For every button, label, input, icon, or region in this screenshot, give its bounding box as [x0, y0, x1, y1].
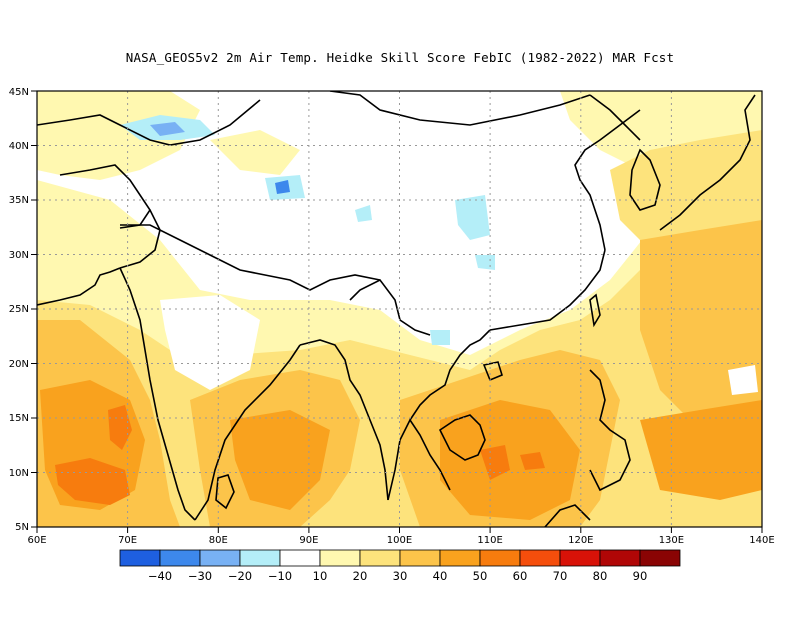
lat-label-45n: 45N	[9, 87, 29, 98]
skill-contour-50-india-west	[108, 405, 132, 450]
skill-contour-50-arabian	[55, 458, 130, 505]
coastline-malay-peninsula	[387, 418, 451, 501]
lon-label-140e: 140E	[749, 535, 774, 546]
border-himalaya	[120, 224, 381, 291]
lat-label-25n: 25N	[9, 304, 29, 315]
border-china-north-east	[589, 94, 641, 141]
lat-label-30n: 30N	[9, 250, 29, 261]
lon-label-120e: 120E	[568, 535, 593, 546]
coastline-korea	[629, 148, 661, 211]
colorbar-swatch	[519, 549, 561, 567]
skill-contour-white-ph	[728, 365, 758, 395]
lon-label-100e: 100E	[387, 535, 412, 546]
skill-contour-20-japan	[610, 130, 762, 250]
colorbar-swatch	[199, 549, 241, 567]
colorbar-swatch	[639, 549, 681, 567]
skill-contour-40-pacific	[640, 400, 762, 500]
border-afghanistan	[59, 164, 151, 229]
lon-labels: 60E 70E 80E 90E 100E 110E 120E 130E 140E	[27, 535, 774, 546]
colorbar-label: −20	[228, 569, 252, 583]
colorbar-label: 90	[633, 569, 648, 583]
lon-label-130e: 130E	[659, 535, 684, 546]
coastline-china-east	[574, 109, 641, 251]
lon-label-80e: 80E	[209, 535, 228, 546]
skill-contour-neg10-laos	[430, 330, 450, 345]
border-mongolia	[329, 91, 591, 126]
colorbar-swatch	[439, 549, 481, 567]
colorbar-label: 10	[313, 569, 328, 583]
colorbar-label: −40	[148, 569, 172, 583]
colorbar-swatch	[279, 549, 321, 567]
lon-label-110e: 110E	[477, 535, 502, 546]
colorbar-label: 40	[433, 569, 448, 583]
border-central-asia	[37, 99, 261, 146]
skill-contour-neg10-south	[475, 255, 495, 270]
lon-label-70e: 70E	[118, 535, 137, 546]
coastline-philippines	[589, 369, 631, 492]
skill-contour-40-bay	[230, 410, 330, 510]
colorbar-label: 60	[513, 569, 528, 583]
skill-contour-neg10-central	[455, 195, 490, 240]
colorbar-swatch	[319, 549, 361, 567]
lat-label-40n: 40N	[9, 141, 29, 152]
colorbar-label: −30	[188, 569, 212, 583]
colorbar-swatch	[599, 549, 641, 567]
border-pakistan-india	[119, 209, 161, 269]
grid	[37, 91, 762, 527]
lat-label-20n: 20N	[9, 359, 29, 370]
coastline-indochina-south	[438, 414, 486, 461]
coastline-srilanka	[215, 474, 235, 510]
skill-contour-50-scs	[480, 445, 510, 480]
lat-label-35n: 35N	[9, 195, 29, 206]
skill-contour-50-scs2	[520, 452, 545, 470]
border-myanmar-china	[349, 278, 431, 336]
chart-title: NASA_GEOS5v2 2m Air Temp. Heidke Skill S…	[125, 50, 675, 65]
coastline-china-south	[489, 249, 606, 331]
skill-contour-40-scs	[440, 400, 580, 520]
colorbar-swatch	[359, 549, 401, 567]
coastline-arabia-pakistan	[37, 267, 121, 306]
colorbar-swatch	[399, 549, 441, 567]
skill-contour-neg10-tibet2	[355, 205, 372, 222]
colorbar-swatch	[479, 549, 521, 567]
colorbar-label: 20	[353, 569, 368, 583]
lon-label-90e: 90E	[299, 535, 318, 546]
colorbar-label: 70	[553, 569, 568, 583]
coastline-borneo	[544, 504, 591, 527]
colorbar-label: −10	[268, 569, 292, 583]
lat-label-10n: 10N	[9, 468, 29, 479]
colorbar: −40 −30 −20 −10 10 20 30 40 50 60 70 80 90	[119, 549, 681, 583]
lat-labels: 5N 10N 15N 20N 25N 30N 35N 40N 45N	[9, 87, 29, 533]
lat-label-5n: 5N	[15, 522, 29, 533]
coastline-bangladesh-myanmar	[299, 339, 389, 501]
colorbar-swatch	[559, 549, 601, 567]
colorbar-label: 80	[593, 569, 608, 583]
coastline-india-east	[194, 344, 301, 521]
coastlines	[37, 91, 756, 527]
tick-marks	[31, 90, 763, 533]
lon-label-60e: 60E	[27, 535, 46, 546]
colorbar-label: 50	[473, 569, 488, 583]
colorbar-label: 30	[393, 569, 408, 583]
colorbar-swatch	[119, 549, 161, 567]
coastline-taiwan	[589, 293, 601, 328]
skill-contour-neg20-tienshan	[150, 122, 185, 136]
lat-label-15n: 15N	[9, 413, 29, 424]
colorbar-swatch	[159, 549, 201, 567]
colorbar-swatch	[239, 549, 281, 567]
skill-contour-white-india	[160, 295, 260, 390]
coastline-indochina	[409, 329, 491, 421]
coastline-japan	[659, 94, 756, 231]
skill-contour-10-central	[210, 130, 300, 175]
skill-contour-10-north	[37, 91, 200, 180]
skill-contour-neg30-tibet	[275, 180, 290, 194]
coastline-india-west	[119, 267, 196, 521]
